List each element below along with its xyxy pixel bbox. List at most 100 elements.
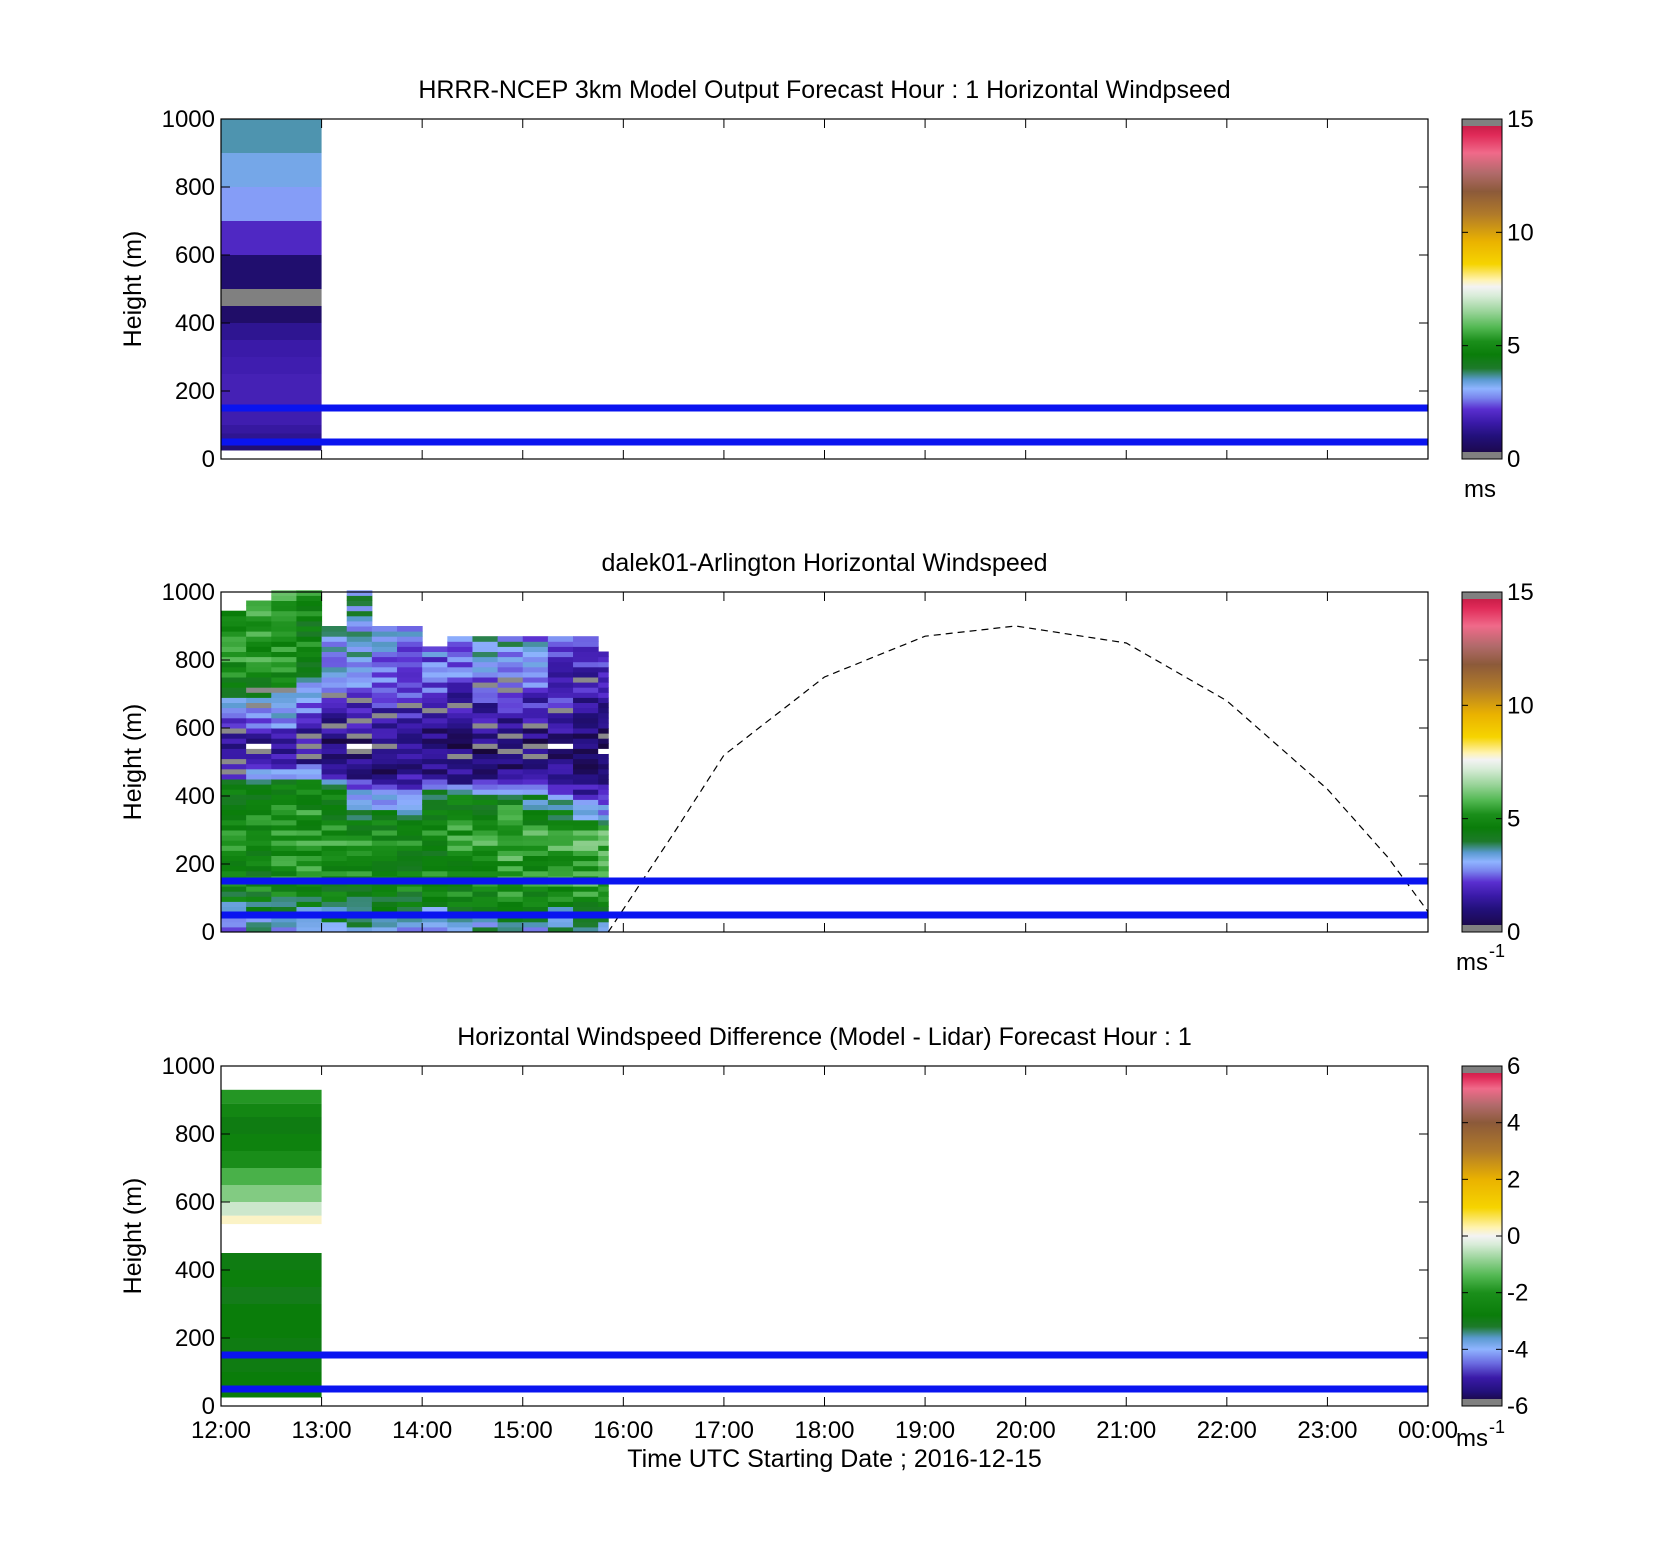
heatmap-cell	[221, 870, 247, 877]
heatmap-cell	[422, 773, 448, 780]
heatmap-cell	[221, 865, 247, 872]
heatmap-cell	[547, 656, 574, 663]
heatmap-cell	[371, 712, 398, 719]
heatmap-cell	[522, 753, 549, 760]
heatmap-cell	[573, 901, 599, 907]
heatmap-cell	[573, 733, 599, 739]
heatmap-cell	[573, 779, 599, 785]
colorbar-cap	[1462, 452, 1502, 459]
heatmap-cell	[397, 768, 423, 775]
heatmap-cell	[296, 692, 323, 698]
heatmap-cell	[346, 743, 373, 749]
heatmap-cell	[321, 733, 348, 739]
heatmap-cell	[321, 753, 348, 760]
heatmap-cell	[346, 773, 373, 780]
heatmap-cell	[573, 835, 599, 841]
colorbar-cap	[1462, 592, 1502, 599]
heatmap-cell	[447, 753, 473, 760]
heatmap-cell	[598, 728, 609, 734]
heatmap-cell	[397, 692, 423, 698]
heatmap-cell	[221, 1215, 322, 1225]
heatmap-cell	[447, 692, 473, 698]
heatmap-cell	[346, 682, 373, 688]
heatmap-cell	[271, 814, 297, 821]
heatmap-cell	[346, 865, 373, 872]
heatmap-cell	[221, 779, 247, 785]
heatmap-cell	[221, 743, 247, 749]
heatmap-cell	[497, 809, 524, 816]
heatmap-cell	[497, 824, 524, 831]
x-tick-label: 19:00	[895, 1417, 955, 1444]
heatmap-cell	[371, 840, 398, 846]
heatmap-cell	[573, 677, 599, 683]
heatmap-cell	[547, 855, 574, 862]
heatmap-cell	[497, 845, 524, 851]
heatmap-cell	[598, 840, 609, 846]
heatmap-cell	[598, 824, 609, 831]
heatmap-cell	[497, 702, 524, 709]
heatmap-cell	[598, 717, 609, 724]
heatmap-cell	[397, 661, 423, 668]
heatmap-cell	[573, 819, 599, 826]
x-tick-label: 16:00	[593, 1417, 653, 1444]
heatmap-cell	[246, 819, 272, 826]
heatmap-cell	[522, 926, 549, 933]
colorbar-tick-label: 10	[1507, 219, 1534, 246]
heatmap-cell	[447, 656, 473, 663]
heatmap-cell	[522, 661, 549, 668]
heatmap-cell	[371, 743, 398, 749]
heatmap-cell	[246, 799, 272, 805]
heatmap-cell	[497, 651, 524, 658]
heatmap-cell	[371, 809, 398, 816]
heatmap-cell	[371, 646, 398, 652]
heatmap-cell	[346, 804, 373, 811]
heatmap-cell	[221, 809, 247, 816]
heatmap-cell	[598, 707, 609, 714]
heatmap-cell	[522, 901, 549, 907]
heatmap-cell	[573, 886, 599, 892]
heatmap-cell	[221, 187, 322, 221]
heatmap-cell	[522, 738, 549, 744]
heatmap-cell	[371, 891, 398, 897]
heatmap-cell	[547, 666, 574, 673]
heatmap-cell	[573, 646, 599, 652]
heatmap-cell	[598, 758, 609, 765]
heatmap-cell	[397, 682, 423, 688]
heatmap-cell	[573, 763, 599, 770]
heatmap-cell	[221, 1168, 322, 1185]
heatmap-cell	[598, 789, 609, 795]
y-tick-label: 1000	[162, 106, 215, 133]
heatmap-cell	[447, 666, 473, 673]
heatmap-cell	[472, 809, 499, 816]
heatmap-cell	[296, 794, 323, 800]
heatmap-cell	[221, 906, 247, 913]
heatmap-cell	[573, 728, 599, 734]
heatmap-cell	[573, 855, 599, 862]
heatmap-cell	[246, 865, 272, 872]
heatmap-cell	[497, 926, 524, 933]
heatmap-cell	[422, 666, 448, 673]
heatmap-cell	[321, 671, 348, 678]
heatmap-cell	[447, 636, 473, 642]
heatmap-cell	[472, 636, 499, 642]
heatmap-cell	[296, 896, 323, 902]
heatmap-cell	[497, 763, 524, 770]
heatmap-cell	[472, 799, 499, 805]
heatmap-cell	[371, 804, 398, 811]
colorbar-tick-label: 0	[1507, 1223, 1520, 1250]
heatmap-cell	[472, 671, 499, 678]
heatmap-cell	[346, 830, 373, 836]
heatmap-cell	[246, 620, 272, 627]
heatmap-cell	[522, 779, 549, 785]
heatmap-cell	[497, 814, 524, 821]
heatmap-cell	[547, 921, 574, 928]
heatmap-cell	[472, 661, 499, 668]
heatmap-cell	[447, 886, 473, 892]
heatmap-cell	[221, 1253, 322, 1270]
heatmap-cell	[422, 702, 448, 709]
y-tick-label: 1000	[162, 1053, 215, 1080]
heatmap-cell	[346, 886, 373, 892]
heatmap-cell	[547, 886, 574, 892]
heatmap-cell	[497, 753, 524, 760]
heatmap-cell	[346, 687, 373, 693]
